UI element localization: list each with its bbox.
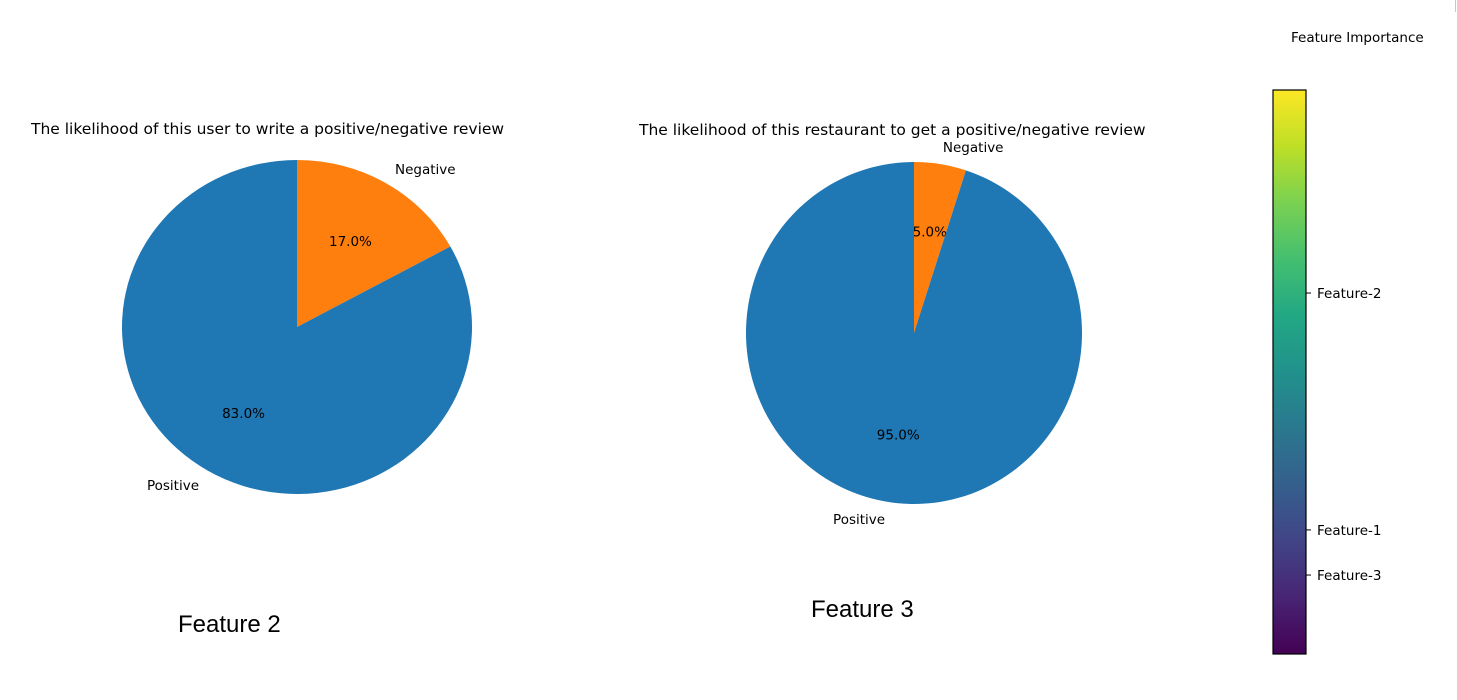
pie1-label-positive: Positive (147, 478, 199, 494)
pie1-pct-label-negative: 17.0% (329, 234, 372, 250)
pie1-slice-negative (297, 160, 451, 327)
pie1-chart: 17.0% Negative 83.0% Positive (122, 160, 473, 495)
pie2-slice-negative (914, 162, 966, 333)
colorbar-tick-label-feature-2: Feature-2 (1317, 286, 1381, 302)
pie2-label-negative: Negative (943, 140, 1004, 156)
colorbar-tick-label-feature-3: Feature-3 (1317, 568, 1381, 584)
colorbar-gradient (1272, 89, 1307, 655)
pie1-slice-positive (122, 160, 473, 495)
pie2-title: The likelihood of this restaurant to get… (639, 121, 1146, 139)
window-edge-divider (1455, 0, 1456, 12)
colorbar-title: Feature Importance (1291, 30, 1424, 46)
colorbar-tick-label-feature-1: Feature-1 (1317, 523, 1381, 539)
pie1-pct-label-positive: 83.0% (222, 406, 265, 422)
pie2-chart: 5.0% Negative 95.0% Positive (746, 140, 1082, 528)
pie2-pct-label-negative: 5.0% (913, 225, 947, 241)
pie1-title: The likelihood of this user to write a p… (31, 120, 505, 138)
pie2-caption: Feature 3 (811, 596, 914, 623)
pie2-label-positive: Positive (833, 512, 885, 528)
pie2-slice-positive (746, 162, 1082, 504)
pie1-caption: Feature 2 (178, 611, 281, 638)
pie2-pct-label-positive: 95.0% (877, 427, 920, 443)
pie1-label-negative: Negative (395, 162, 456, 178)
colorbar: Feature-2 Feature-1 Feature-3 (1272, 89, 1381, 655)
